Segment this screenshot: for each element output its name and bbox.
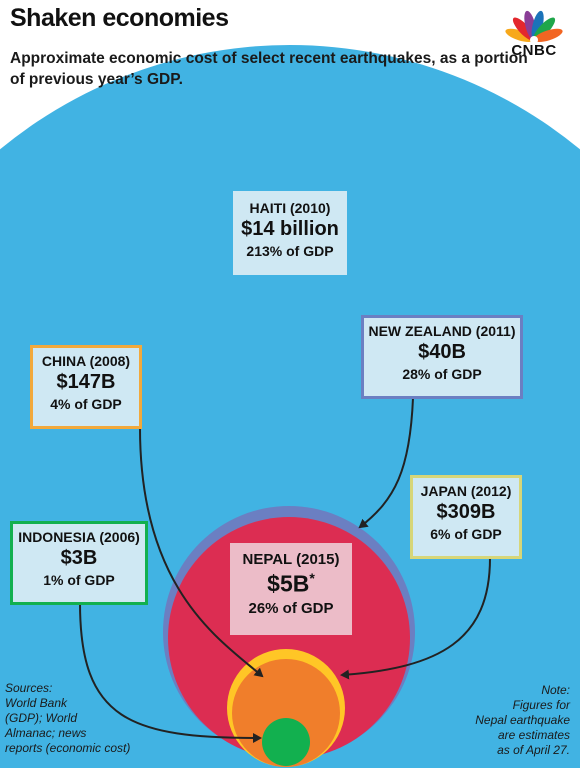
logo-text: CNBC [511, 42, 557, 59]
arrow-china [139, 427, 264, 678]
page-title: Shaken economies [10, 4, 229, 32]
label-new-zealand-name: NEW ZEALAND (2011) [368, 323, 516, 339]
label-japan-name: JAPAN (2012) [420, 483, 512, 499]
label-nepal-cost: $5B [267, 570, 310, 597]
label-indonesia-cost: $3B [60, 547, 98, 569]
label-box-new-zealand: NEW ZEALAND (2011) $40B 28% of GDP [361, 315, 523, 399]
label-box-china: CHINA (2008) $147B 4% of GDP [30, 345, 142, 429]
label-haiti-cost: $14 billion [241, 218, 339, 240]
label-nepal-asterisk: * [309, 570, 315, 586]
estimate-note: Note: Figures for Nepal earthquake are e… [440, 683, 570, 758]
sources-text: Sources: World Bank (GDP); World Almanac… [5, 681, 131, 755]
page-subtitle: Approximate economic cost of select rece… [10, 50, 528, 88]
arrow-indonesia [79, 602, 262, 743]
label-box-japan: JAPAN (2012) $309B 6% of GDP [410, 475, 522, 559]
sources-note: Sources: World Bank (GDP); World Almanac… [5, 681, 155, 756]
label-china-cost: $147B [56, 371, 116, 393]
bubble-indonesia [262, 718, 310, 766]
label-haiti-pct: 213% of GDP [246, 243, 334, 259]
peacock-icon [505, 10, 563, 44]
label-china-pct: 4% of GDP [50, 396, 122, 412]
label-nepal-pct: 26% of GDP [248, 599, 334, 617]
arrow-japan [340, 557, 491, 680]
label-box-indonesia: INDONESIA (2006) $3B 1% of GDP [10, 521, 148, 605]
note-text: Note: Figures for Nepal earthquake are e… [475, 683, 570, 757]
cnbc-logo: CNBC [494, 4, 574, 60]
label-japan-pct: 6% of GDP [430, 526, 502, 542]
arrow-new-zealand [358, 397, 414, 529]
label-new-zealand-cost: $40B [418, 341, 466, 363]
label-nepal-cost-wrap: $5B* [233, 570, 349, 598]
label-indonesia-pct: 1% of GDP [43, 572, 115, 588]
label-japan-cost: $309B [436, 501, 496, 523]
label-box-haiti: HAITI (2010) $14 billion 213% of GDP [233, 191, 347, 275]
label-haiti-name: HAITI (2010) [249, 200, 331, 216]
label-nepal-name: NEPAL (2015) [242, 551, 340, 568]
label-new-zealand-pct: 28% of GDP [402, 366, 482, 382]
label-box-nepal: NEPAL (2015) $5B* 26% of GDP [230, 543, 352, 635]
label-china-name: CHINA (2008) [41, 353, 131, 369]
label-indonesia-name: INDONESIA (2006) [18, 529, 140, 545]
